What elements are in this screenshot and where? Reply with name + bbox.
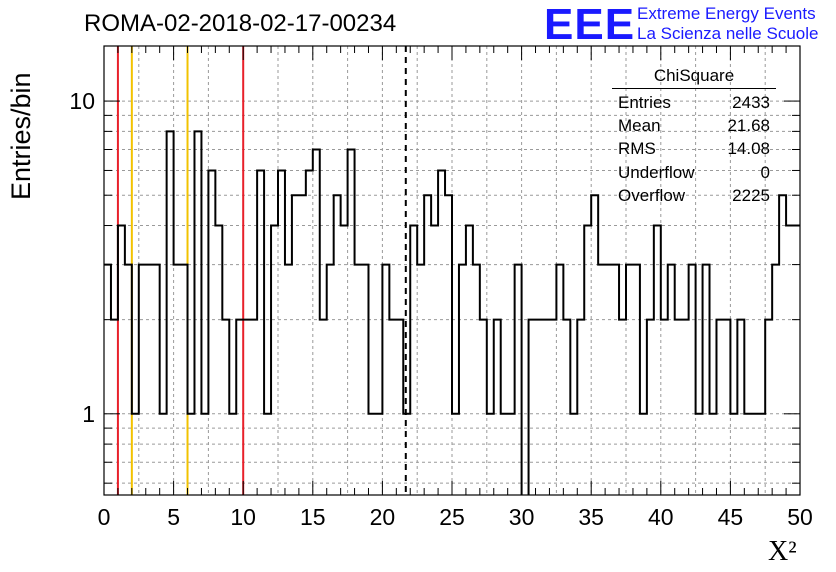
stats-value: 0 [760,162,770,182]
stats-value: 21.68 [727,116,770,136]
x-tick-label: 15 [300,504,326,530]
stats-title: ChiSquare [612,66,776,89]
x-tick-label: 40 [648,504,674,530]
stats-label: Entries [618,93,671,112]
stats-label: Mean [618,116,661,136]
x-tick-label: 25 [439,504,465,530]
logo-line-2: La Scienza nelle Scuole [637,24,819,43]
x-tick-label: 30 [509,504,535,530]
x-tick-label: 0 [98,504,111,530]
stats-value: 14.08 [727,139,770,159]
y-tick-label: 1 [82,401,95,427]
histogram-series [104,130,800,495]
logo-mark: EEE [544,0,636,49]
stats-value: 2433 [732,93,770,112]
x-tick-label: 45 [718,504,744,530]
stats-row-overflow: Overflow 2225 [612,184,776,207]
x-tick-label: 5 [167,504,180,530]
y-axis-label: Entries/bin [6,72,36,200]
eee-logo: EEE Extreme Energy Events La Scienza nel… [544,0,836,49]
chart-title: ROMA-02-2018-02-17-00234 [84,10,397,37]
stats-value: 2225 [732,185,770,205]
x-axis-label: X² [768,536,797,567]
y-tick-label: 10 [69,88,95,114]
x-tick-label: 20 [370,504,396,530]
logo-line-1: Extreme Energy Events [637,4,816,23]
x-tick-label: 35 [578,504,604,530]
stats-row-entries: Entries 2433 [612,91,776,114]
stats-row-mean: Mean 21.68 [612,114,776,137]
stats-label: Underflow [618,162,695,182]
x-tick-label: 50 [787,504,813,530]
stats-label: Overflow [618,185,686,205]
x-tick-label: 10 [230,504,256,530]
stats-row-underflow: Underflow 0 [612,161,776,184]
stats-label: RMS [618,139,656,159]
stats-box: ChiSquare Entries 2433 Mean 21.68 RMS 14.08… [612,66,776,207]
stats-row-rms: RMS 14.08 [612,137,776,160]
